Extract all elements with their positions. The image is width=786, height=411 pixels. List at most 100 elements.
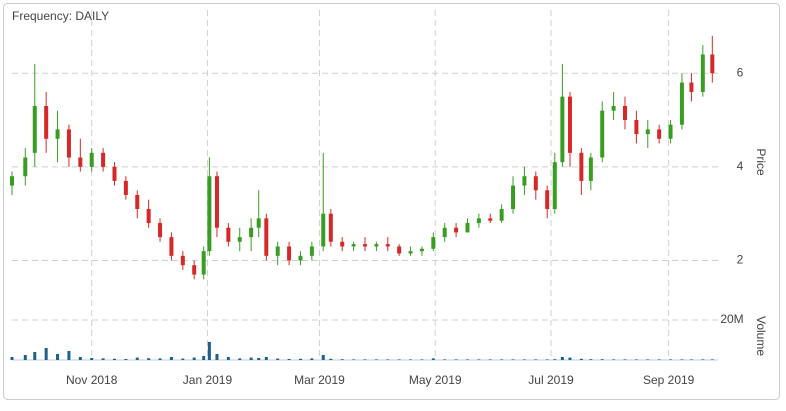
- volume-bar: [340, 359, 344, 360]
- candle-body: [201, 251, 206, 275]
- y-tick-label: 2: [737, 253, 744, 267]
- candle-body: [321, 213, 326, 247]
- volume-bar: [44, 348, 48, 360]
- candle-body: [385, 244, 390, 247]
- candle-body: [214, 176, 219, 228]
- candle-body: [408, 251, 413, 254]
- candle-body: [89, 152, 94, 167]
- candle-body: [634, 120, 639, 135]
- x-tick-label: Mar 2019: [294, 373, 345, 387]
- candle-body: [249, 227, 254, 238]
- candle-body: [123, 180, 128, 195]
- candle-body: [10, 176, 14, 186]
- volume-bar: [249, 357, 253, 360]
- frame: [3, 3, 780, 400]
- volume-bar: [488, 359, 492, 360]
- candle-body: [560, 96, 565, 163]
- volume-tick-label: 20M: [720, 312, 743, 326]
- candle-body: [552, 162, 557, 210]
- y-axis-title: Price: [754, 148, 768, 176]
- candle-body: [180, 255, 185, 266]
- candle-body: [700, 54, 705, 92]
- candle-body: [207, 176, 212, 252]
- x-tick-label: Jul 2019: [528, 373, 574, 387]
- candle-body: [351, 244, 356, 247]
- candle-body: [454, 227, 459, 233]
- volume-bar: [477, 359, 481, 360]
- candle-body: [611, 105, 616, 111]
- volume-bar: [147, 358, 151, 360]
- candle-body: [374, 244, 379, 247]
- candle-body: [237, 237, 242, 242]
- volume-bar: [634, 359, 638, 360]
- candle-body: [668, 124, 673, 139]
- volume-bar: [158, 358, 162, 360]
- candle-body: [363, 244, 367, 247]
- volume-bar: [226, 357, 230, 360]
- candle-body: [588, 157, 593, 181]
- candle-body: [567, 96, 572, 153]
- candle-body: [511, 185, 516, 210]
- y-tick-label: 6: [737, 65, 744, 79]
- volume-bar: [112, 358, 116, 360]
- volume-bar: [589, 359, 593, 360]
- volume-bar: [701, 359, 705, 360]
- volume-bar: [657, 359, 661, 360]
- volume-bar: [10, 357, 14, 360]
- volume-bar: [202, 356, 206, 360]
- volume-bar: [207, 342, 211, 360]
- volume-bar: [397, 359, 401, 360]
- x-tick-label: Sep 2019: [643, 373, 695, 387]
- candle-body: [328, 213, 333, 242]
- volume-bar: [710, 359, 714, 360]
- volume-bar: [409, 359, 413, 360]
- candle-body: [44, 105, 49, 139]
- volume-bar: [135, 357, 139, 360]
- volume-bar: [454, 359, 458, 360]
- volume-bar: [352, 359, 356, 360]
- volume-bar: [192, 357, 196, 360]
- candle-body: [533, 176, 538, 191]
- volume-bar: [238, 358, 242, 360]
- volume-bar: [386, 359, 390, 360]
- candle-body: [226, 227, 231, 242]
- candle-body: [488, 218, 493, 221]
- candle-body: [146, 209, 151, 224]
- candle-body: [275, 246, 280, 256]
- candle-body: [309, 246, 314, 256]
- volume-bar: [680, 359, 684, 360]
- candle-body: [256, 218, 261, 228]
- volume-bar: [363, 359, 367, 360]
- candle-body: [689, 82, 694, 92]
- volume-axis-title: Volume: [754, 316, 768, 356]
- volume-bar: [329, 358, 333, 360]
- volume-bar: [90, 358, 94, 360]
- chart-title: Frequency: DAILY: [12, 9, 109, 23]
- volume-bar: [646, 359, 650, 360]
- candle-body: [55, 129, 60, 139]
- volume-bar: [287, 359, 291, 360]
- volume-bar: [374, 359, 378, 360]
- x-tick-label: Nov 2018: [66, 373, 118, 387]
- candle-body: [600, 110, 605, 158]
- candle-body: [287, 246, 292, 261]
- volume-bar: [33, 352, 37, 360]
- volume-bar: [23, 355, 27, 360]
- volume-bar: [56, 354, 60, 360]
- candle-body: [78, 157, 83, 167]
- candle-body: [465, 223, 470, 233]
- candle-body: [710, 54, 715, 74]
- candle-body: [623, 105, 628, 121]
- volume-bar: [560, 357, 564, 360]
- candle-body: [101, 152, 106, 167]
- candle-body: [645, 129, 650, 135]
- volume-bar: [623, 359, 627, 360]
- x-tick-label: Jan 2019: [183, 373, 233, 387]
- volume-bar: [545, 359, 549, 360]
- volume-bar: [169, 357, 173, 360]
- volume-bar: [689, 359, 693, 360]
- volume-bar: [431, 358, 435, 360]
- volume-bar: [465, 359, 469, 360]
- candle-body: [192, 265, 197, 275]
